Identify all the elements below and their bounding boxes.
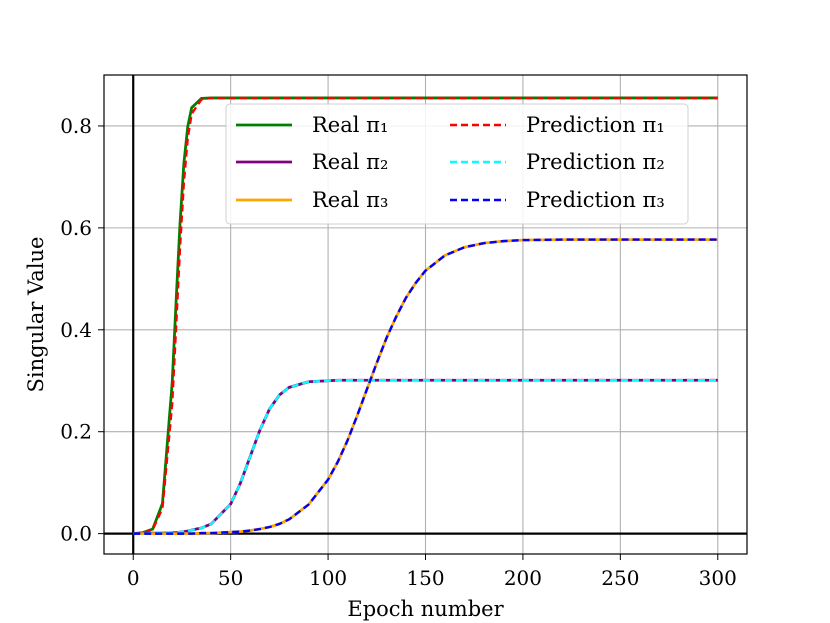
legend-label-real-pi-2: Real π₂ (312, 150, 388, 174)
y-tick-label: 0.8 (60, 114, 92, 138)
x-tick-label: 100 (309, 566, 347, 590)
legend-label-prediction-pi-3: Prediction π₃ (526, 188, 665, 212)
legend-box (225, 103, 689, 225)
legend-label-prediction-pi-1: Prediction π₁ (526, 113, 665, 137)
series-line-prediction-pi-3 (133, 238, 718, 535)
x-tick-label: 150 (406, 566, 444, 590)
x-tick-label: 200 (504, 566, 542, 590)
x-tick-label: 250 (601, 566, 639, 590)
series-line-prediction-pi-2 (133, 379, 718, 535)
legend: Real π₁ Real π₂ Real π₃ Prediction π₁ Predic… (225, 103, 689, 225)
y-tick-label: 0.6 (60, 216, 92, 240)
series-lines (133, 96, 718, 536)
legend-label-real-pi-3: Real π₃ (312, 188, 388, 212)
y-axis-label: Singular Value (24, 237, 48, 393)
legend-label-real-pi-1: Real π₁ (312, 113, 388, 137)
series-line-prediction-pi-1 (133, 96, 718, 535)
x-axis-label: Epoch number (347, 597, 504, 621)
y-tick-label: 0.2 (60, 420, 92, 444)
y-tick-label: 0.4 (60, 318, 92, 342)
axis-ticks: 0 50 100 150 200 250 300 0.0 0.2 0.4 0.6 0.8 (60, 114, 737, 590)
x-tick-label: 300 (699, 566, 737, 590)
y-tick-label: 0.0 (60, 522, 92, 546)
x-tick-label: 50 (218, 566, 243, 590)
legend-label-prediction-pi-2: Prediction π₂ (526, 150, 665, 174)
x-tick-label: 0 (127, 566, 140, 590)
